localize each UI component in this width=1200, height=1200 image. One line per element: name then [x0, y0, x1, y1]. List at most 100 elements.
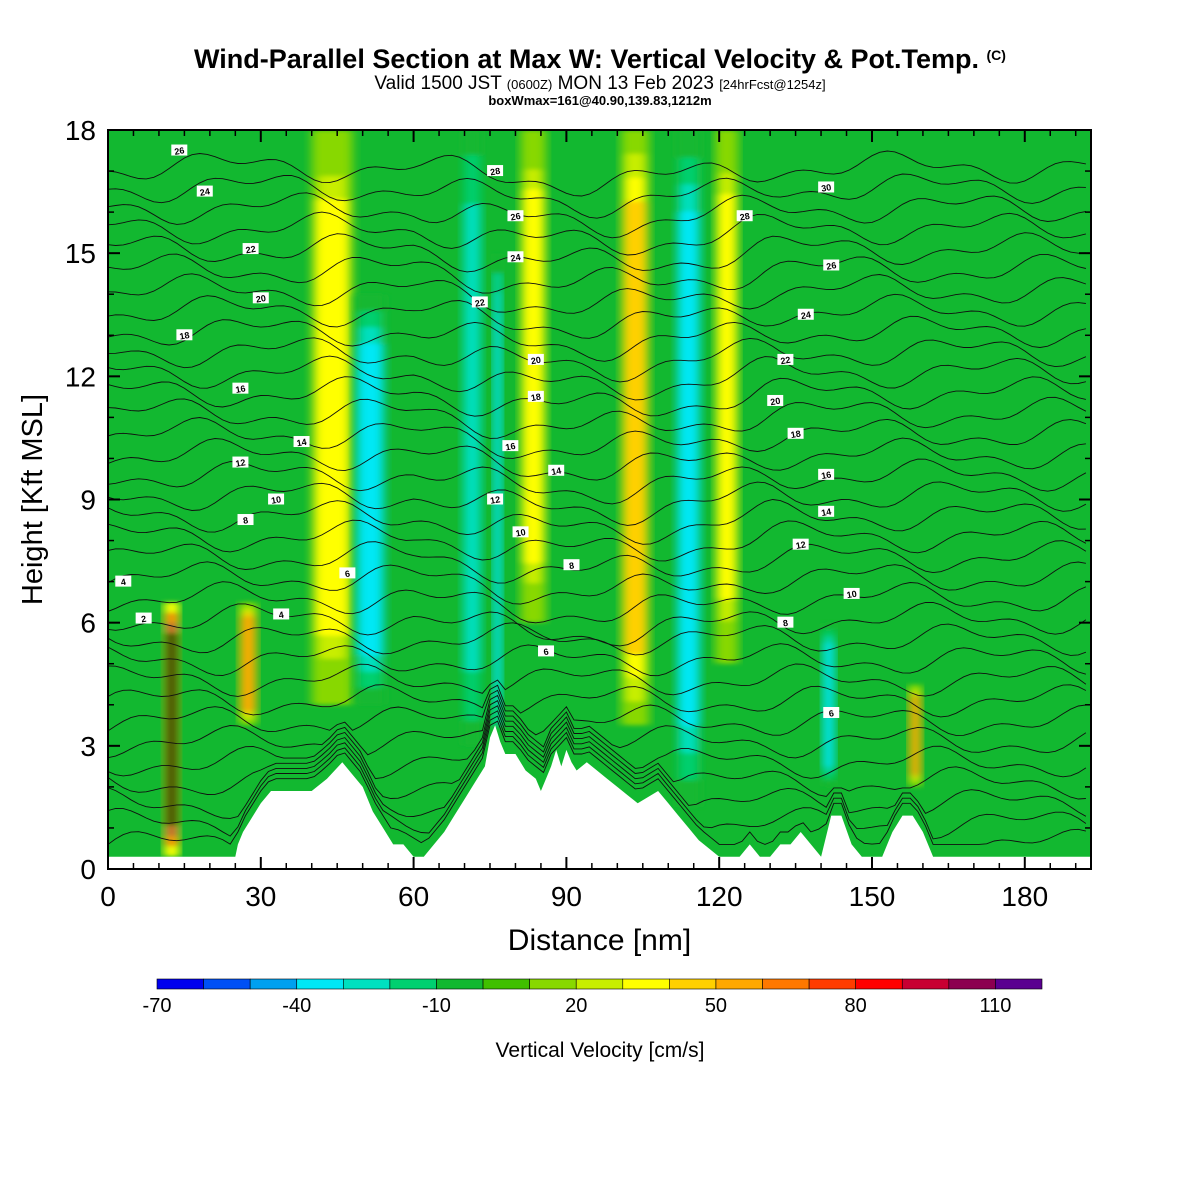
- isentrope-label: 30: [818, 181, 835, 194]
- label-text: 6: [828, 708, 835, 719]
- velocity-band: [358, 343, 383, 656]
- isentrope-line: [108, 417, 1087, 459]
- isentrope-label: 6: [823, 706, 840, 719]
- label-text: 24: [510, 252, 522, 264]
- velocity-column: [908, 684, 922, 787]
- label-text: 18: [179, 330, 191, 342]
- label-box: [818, 505, 835, 517]
- isentrope-label: 8: [777, 616, 794, 629]
- velocity-band: [523, 189, 544, 564]
- x-tick-label: 0: [100, 881, 116, 912]
- isentrope-label: 18: [787, 427, 804, 440]
- y-tick-label: 0: [80, 854, 96, 885]
- label-text: 22: [245, 244, 257, 256]
- isentrope-label: 10: [268, 493, 285, 506]
- label-text: 10: [270, 494, 282, 506]
- y-tick-label: 3: [80, 731, 96, 762]
- velocity-column: [715, 130, 739, 664]
- isentrope-label: 6: [339, 567, 356, 580]
- label-box: [507, 251, 524, 263]
- colorbar-tick-label: 110: [979, 995, 1011, 1017]
- isentrope-label: 12: [232, 456, 249, 469]
- label-text: 4: [120, 577, 127, 588]
- label-box: [823, 259, 840, 271]
- x-tick-label: 180: [1001, 881, 1048, 912]
- label-box: [232, 382, 249, 394]
- isentrope-line: [108, 561, 1086, 605]
- label-box: [471, 296, 488, 308]
- velocity-column: [461, 130, 483, 746]
- x-tick-label: 60: [398, 881, 429, 912]
- label-text: 28: [489, 166, 501, 178]
- colorbar: -70 -40 -10 20 50 80 110 Vertical Velocity [cm/…: [143, 978, 1043, 1062]
- label-box: [135, 612, 152, 624]
- label-box: [563, 559, 580, 571]
- velocity-band: [717, 194, 737, 600]
- colorbar-swatch: [436, 978, 484, 990]
- label-box: [818, 468, 835, 480]
- y-tick-label: 6: [80, 608, 96, 639]
- label-text: 12: [489, 494, 501, 506]
- isentrope-label: 24: [196, 185, 213, 198]
- label-box: [507, 210, 524, 222]
- colorbar-swatch: [948, 978, 996, 990]
- colorbar-tick-label: -10: [422, 995, 451, 1017]
- colorbar-label: Vertical Velocity [cm/s]: [496, 1039, 705, 1062]
- isentrope-label: 22: [471, 296, 488, 309]
- isentrope-line: [108, 437, 1086, 481]
- isentrope-label: 8: [563, 559, 580, 571]
- label-box: [787, 427, 804, 439]
- isentrope-line: [108, 315, 1087, 362]
- label-text: 26: [174, 145, 186, 157]
- label-box: [487, 493, 504, 505]
- isentrope-label: 16: [232, 382, 249, 395]
- isentrope-line: [108, 694, 1087, 759]
- label-text: 24: [199, 186, 211, 198]
- isentrope-line: [108, 173, 1086, 219]
- colorbar-swatch: [715, 978, 763, 990]
- isentrope-label: 6: [538, 645, 555, 658]
- label-text: 6: [344, 569, 351, 580]
- isentrope-label: 10: [512, 526, 529, 539]
- label-box: [502, 440, 519, 452]
- isentrope-line: [108, 232, 1086, 273]
- label-box: [797, 308, 814, 320]
- isentrope-label: 4: [273, 608, 290, 620]
- label-text: 26: [826, 260, 838, 272]
- label-box: [777, 353, 794, 365]
- isentrope-line: [108, 458, 1087, 505]
- isentrope-line: [108, 710, 1087, 819]
- isentrope-label: 8: [237, 514, 254, 526]
- y-axis-label: Height [Kft MSL]: [17, 394, 49, 605]
- isentrope-line: [108, 253, 1087, 294]
- isentrope-label: 2: [135, 612, 152, 625]
- isentrope-line: [108, 499, 1086, 545]
- colorbar-swatch: [901, 978, 950, 990]
- velocity-column: [675, 130, 702, 808]
- isentrope-line: [108, 273, 1087, 314]
- label-box: [538, 645, 555, 657]
- label-box: [823, 706, 840, 718]
- isentrope-label: 22: [242, 243, 259, 256]
- colorbar-swatch: [762, 978, 810, 990]
- isentrope-label: 16: [818, 468, 835, 481]
- isentrope-label: 10: [843, 587, 860, 600]
- label-box: [115, 575, 132, 587]
- label-box: [196, 185, 213, 197]
- label-box: [843, 587, 860, 599]
- label-text: 6: [543, 647, 550, 658]
- label-text: 16: [235, 383, 247, 395]
- label-text: 22: [780, 355, 792, 367]
- isentrope-line: [108, 355, 1087, 401]
- colorbar-tick-label: -70: [143, 995, 172, 1017]
- isentrope-label: 14: [293, 436, 310, 448]
- label-text: 2: [140, 614, 147, 625]
- label-text: 28: [739, 211, 751, 223]
- isentrope-line: [108, 663, 1087, 697]
- colorbar-swatch: [622, 978, 670, 990]
- label-text: 20: [530, 355, 542, 367]
- isentrope-label: 14: [548, 464, 565, 477]
- x-tick-label: 120: [696, 881, 743, 912]
- isentrope-label: 22: [777, 353, 794, 367]
